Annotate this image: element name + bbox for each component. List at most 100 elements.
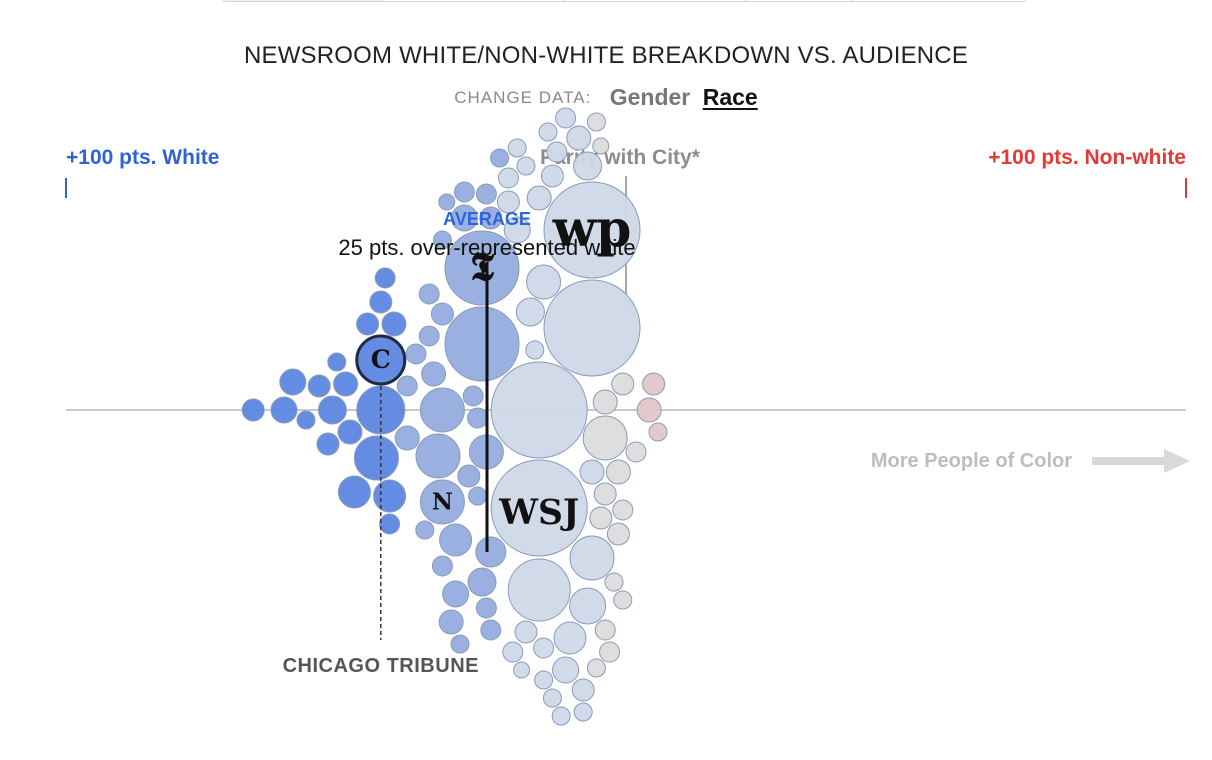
newsroom-bubble: [589, 506, 613, 530]
newsroom-bubble: [467, 567, 497, 597]
newsroom-bubble: [415, 433, 461, 479]
left-axis-label: +100 pts. White: [66, 146, 220, 169]
newsroom-bubble: [573, 702, 593, 722]
newsroom-bubble: [553, 621, 587, 655]
newsroom-bubble: [592, 137, 610, 155]
newsroom-bubble: [442, 580, 470, 608]
newsroom-bubble: [405, 343, 427, 365]
newsroom-bubble: [439, 523, 473, 557]
newsroom-bubble: [546, 141, 568, 163]
newsroom-bubble: [374, 267, 396, 289]
newsroom-bubble: [571, 678, 595, 702]
newsroom-bubble: [438, 193, 456, 211]
newsroom-bubble: [525, 340, 545, 360]
outlet-logo: WSJ: [498, 493, 579, 533]
newsroom-bubble: [526, 185, 552, 211]
newsroom-bubble: [467, 407, 489, 429]
newsroom-bubble: [540, 164, 564, 188]
newsroom-bubble: [450, 204, 478, 232]
newsroom-bubble: [396, 375, 418, 397]
newsroom-bubble: [307, 374, 331, 398]
newsroom-bubble: [462, 385, 484, 407]
newsroom-bubble: [534, 670, 554, 690]
direction-label: More People of Color: [871, 450, 1072, 472]
newsroom-bubble: [496, 190, 520, 214]
newsroom-bubble: [337, 475, 371, 509]
outlet-bubble: [419, 479, 465, 525]
newsroom-bubble: [381, 311, 407, 337]
newsroom-bubble: [586, 112, 606, 132]
newsroom-bubble: [418, 325, 440, 347]
chart-title: NEWSROOM WHITE/NON-WHITE BREAKDOWN VS. A…: [243, 42, 969, 69]
newsroom-bubble: [538, 122, 558, 142]
newsroom-bubble: [533, 637, 555, 659]
newsroom-bubble: [480, 619, 502, 641]
newsroom-bubble: [514, 620, 538, 644]
newsroom-bubble: [333, 371, 359, 397]
newsroom-bubble: [648, 422, 668, 442]
newsroom-bubble: [503, 216, 531, 244]
newsroom-bubble: [579, 459, 605, 485]
newsroom-bubble: [542, 688, 562, 708]
gender-option[interactable]: Gender: [609, 84, 691, 110]
newsroom-bubble: [526, 264, 562, 300]
newsroom-bubble: [337, 419, 363, 445]
view-tab[interactable]: [222, 0, 383, 1]
race-option[interactable]: Race: [702, 84, 758, 110]
outlet-bubble: [543, 181, 641, 279]
newsroom-bubble: [555, 107, 577, 129]
newsroom-bubble: [279, 368, 307, 396]
outlet-logo: 𝕿: [470, 245, 495, 290]
newsroom-bubble: [432, 230, 452, 250]
data-switcher: CHANGE DATA: Gender Race: [0, 84, 1212, 111]
newsroom-bubble: [516, 156, 536, 176]
newsroom-bubble: [475, 597, 497, 619]
newsroom-bubble: [430, 302, 454, 326]
outlet-bubble: [490, 459, 588, 557]
view-tab[interactable]: [564, 0, 747, 1]
newsroom-bubble: [612, 499, 634, 521]
newsroom-bubble: [475, 183, 497, 205]
newsroom-bubble: [457, 464, 481, 488]
view-tab[interactable]: [746, 0, 853, 1]
newsroom-bubble: [394, 425, 420, 451]
newsroom-bubble: [490, 361, 588, 459]
outlet-logo: wp: [552, 199, 632, 258]
newsroom-bubble: [296, 410, 316, 430]
newsroom-bubble: [625, 441, 647, 463]
newsroom-bubble: [356, 312, 380, 336]
newsroom-bubble: [582, 415, 628, 461]
newsroom-bubble: [479, 206, 503, 230]
newsroom-bubble: [444, 306, 520, 382]
newsroom-bubble: [586, 658, 606, 678]
outlet-logo: N: [432, 488, 453, 515]
newsroom-bubble: [543, 279, 641, 377]
newsroom-bubble: [611, 372, 635, 396]
newsroom-bubble: [593, 482, 617, 506]
newsroom-bubble: [551, 706, 571, 726]
newsroom-bubble: [566, 125, 592, 151]
newsroom-bubble: [270, 396, 298, 424]
newsroom-bubble: [431, 555, 453, 577]
newsroom-bubble: [605, 459, 631, 485]
newsroom-bubble: [438, 609, 464, 635]
newsroom-bubble: [513, 661, 531, 679]
view-tab[interactable]: [382, 0, 565, 1]
newsroom-bubble: [606, 522, 630, 546]
newsroom-bubble: [515, 297, 545, 327]
newsroom-bubble: [569, 587, 607, 625]
newsroom-bubble: [453, 181, 475, 203]
newsroom-bubble: [592, 389, 618, 415]
newsroom-bubble: [353, 435, 399, 481]
newsroom-bubble: [613, 590, 633, 610]
newsroom-bubble: [502, 641, 524, 663]
newsroom-bubble: [552, 656, 580, 684]
newsroom-bubble: [497, 167, 519, 189]
newsroom-bubble: [569, 535, 615, 581]
newsroom-bubble: [507, 558, 571, 622]
newsroom-bubble: [450, 634, 470, 654]
outlet-bubble: [355, 334, 407, 386]
newsroom-bubble: [327, 352, 347, 372]
newsroom-bubble: [642, 372, 666, 396]
